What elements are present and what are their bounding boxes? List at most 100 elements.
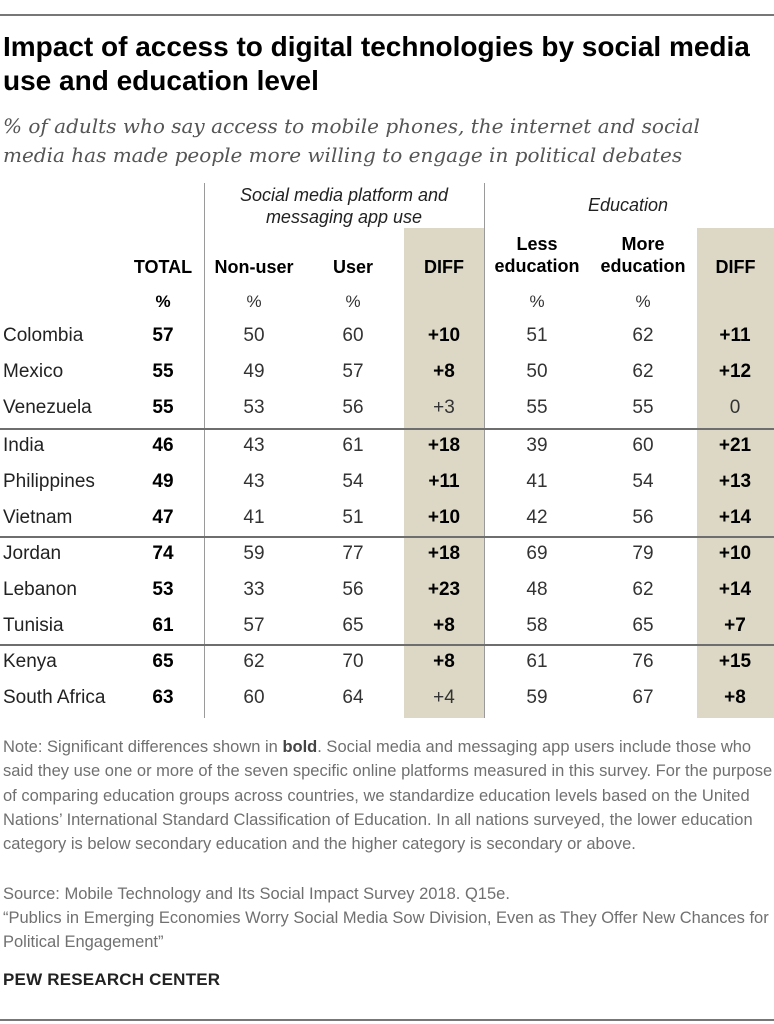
- cell-more-edu: 76: [632, 651, 654, 672]
- cell-non-user: 41: [243, 507, 265, 528]
- cell-diff-edu: +14: [718, 507, 752, 528]
- cell-diff-sm: +3: [433, 397, 455, 418]
- chart-title: Impact of access to digital technologies…: [3, 31, 750, 96]
- cell-total: 55: [152, 397, 174, 418]
- cell-total: 74: [152, 543, 174, 564]
- cell-less-edu: 58: [526, 615, 548, 636]
- group-header-social-media: Social media platform and messaging app …: [239, 185, 449, 227]
- cell-diff-edu: +8: [724, 687, 746, 708]
- cell-less-edu: 41: [526, 471, 548, 492]
- cell-diff-sm: +11: [428, 471, 460, 492]
- cell-non-user: 33: [243, 579, 265, 600]
- cell-total: 55: [152, 361, 174, 382]
- cell-more-edu: 65: [632, 615, 654, 636]
- region-divider-3: [0, 644, 774, 646]
- note-bold-word: bold: [282, 738, 318, 756]
- cell-diff-edu: +10: [718, 543, 752, 564]
- cell-non-user: 60: [243, 687, 265, 708]
- col-header-diff-social: DIFF: [424, 257, 464, 277]
- cell-more-edu: 54: [632, 471, 654, 492]
- cell-diff-edu: +7: [724, 615, 746, 636]
- cell-user: 51: [342, 507, 364, 528]
- cell-total: 46: [152, 435, 174, 456]
- cell-diff-sm: +18: [427, 543, 461, 564]
- cell-more-edu: 62: [632, 361, 654, 382]
- row-country-label: India: [3, 435, 45, 456]
- cell-more-edu: 62: [632, 325, 654, 346]
- cell-diff-sm: +18: [427, 435, 461, 456]
- diff-column-shade-social: [404, 228, 484, 718]
- cell-user: 57: [342, 361, 364, 382]
- cell-diff-edu: +15: [718, 651, 752, 672]
- cell-total: 63: [152, 687, 174, 708]
- cell-user: 70: [342, 651, 364, 672]
- cell-user: 54: [342, 471, 364, 492]
- row-country-label: Mexico: [3, 361, 64, 382]
- group-divider-right: [484, 183, 485, 718]
- cell-more-edu: 56: [632, 507, 654, 528]
- top-rule: [0, 14, 774, 16]
- cell-diff-edu: +21: [718, 435, 752, 456]
- cell-diff-edu: +14: [718, 579, 752, 600]
- cell-more-edu: 67: [632, 687, 654, 708]
- cell-less-edu: 51: [526, 325, 548, 346]
- note-rest: . Social media and messaging app users i…: [3, 738, 773, 854]
- cell-total: 47: [152, 507, 174, 528]
- cell-less-edu: 42: [526, 507, 548, 528]
- cell-diff-sm: +8: [433, 615, 455, 636]
- cell-more-edu: 62: [632, 579, 654, 600]
- row-country-label: Kenya: [3, 651, 57, 672]
- pct-unit-less-education: %: [529, 292, 545, 311]
- row-country-label: Venezuela: [3, 397, 92, 418]
- col-header-total: TOTAL: [133, 257, 193, 277]
- cell-user: 56: [342, 579, 364, 600]
- row-country-label: Colombia: [3, 325, 84, 346]
- cell-diff-sm: +8: [433, 651, 455, 672]
- region-divider-1: [0, 428, 774, 430]
- row-country-label: Tunisia: [3, 615, 64, 636]
- row-country-label: Vietnam: [3, 507, 73, 528]
- col-header-diff-education: DIFF: [715, 257, 756, 277]
- row-country-label: South Africa: [3, 687, 106, 708]
- cell-non-user: 50: [243, 325, 265, 346]
- cell-more-edu: 79: [632, 543, 654, 564]
- cell-less-edu: 69: [526, 543, 548, 564]
- cell-more-edu: 55: [632, 397, 654, 418]
- note-prefix: Note: Significant differences shown in: [3, 738, 283, 756]
- cell-non-user: 43: [243, 471, 265, 492]
- cell-diff-sm: +8: [433, 361, 455, 382]
- cell-diff-sm: +10: [427, 325, 461, 346]
- cell-diff-sm: +4: [433, 687, 455, 708]
- cell-diff-edu: +13: [718, 471, 752, 492]
- cell-diff-sm: +23: [427, 579, 461, 600]
- row-country-label: Lebanon: [3, 579, 77, 600]
- col-header-less-education: Less education: [494, 234, 580, 276]
- row-country-label: Jordan: [3, 543, 62, 564]
- cell-user: 56: [342, 397, 364, 418]
- cell-non-user: 49: [243, 361, 265, 382]
- col-header-more-education: More education: [600, 234, 686, 276]
- cell-non-user: 53: [243, 397, 265, 418]
- cell-non-user: 59: [243, 543, 265, 564]
- cell-diff-edu: +12: [718, 361, 752, 382]
- cell-non-user: 62: [243, 651, 265, 672]
- pct-unit-user: %: [345, 292, 361, 311]
- cell-user: 64: [342, 687, 364, 708]
- cell-non-user: 43: [243, 435, 265, 456]
- cell-less-edu: 48: [526, 579, 548, 600]
- cell-user: 61: [342, 435, 364, 456]
- cell-less-edu: 59: [526, 687, 548, 708]
- cell-user: 60: [342, 325, 364, 346]
- cell-total: 57: [152, 325, 174, 346]
- cell-diff-edu: +11: [719, 325, 751, 346]
- pct-unit-non-user: %: [246, 292, 262, 311]
- cell-total: 65: [152, 651, 174, 672]
- col-header-user: User: [332, 257, 374, 277]
- cell-total: 61: [152, 615, 174, 636]
- pct-unit-more-education: %: [635, 292, 651, 311]
- source-line: Source: Mobile Technology and Its Social…: [3, 885, 510, 903]
- group-divider-left: [204, 183, 205, 718]
- pew-research-center-logo-text: PEW RESEARCH CENTER: [3, 970, 221, 989]
- note: Note: Significant differences shown in b…: [3, 735, 773, 856]
- cell-more-edu: 60: [632, 435, 654, 456]
